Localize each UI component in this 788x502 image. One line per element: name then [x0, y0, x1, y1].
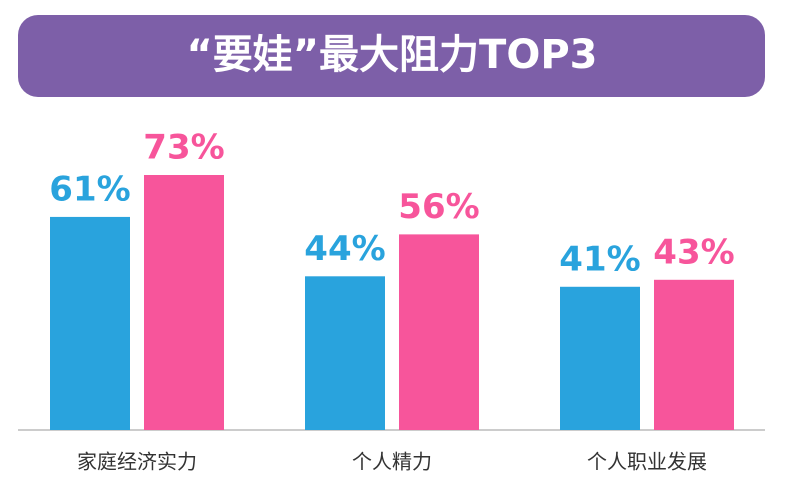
- x-tick-label: 个人职业发展: [587, 450, 707, 474]
- value-label: 61%: [49, 169, 130, 209]
- chart-title: “要娃”最大阻力TOP3: [186, 32, 597, 78]
- bar: [560, 286, 640, 430]
- bar: [305, 276, 385, 430]
- value-label: 56%: [398, 187, 479, 227]
- value-label: 41%: [559, 239, 640, 279]
- value-label: 73%: [143, 128, 224, 168]
- bar: [399, 234, 479, 430]
- x-tick-label: 个人精力: [352, 450, 432, 474]
- bar: [144, 175, 224, 430]
- bar: [654, 279, 734, 430]
- value-label: 43%: [653, 232, 734, 272]
- x-tick-label: 家庭经济实力: [77, 450, 197, 474]
- bar: [50, 216, 130, 430]
- title-banner: [18, 15, 765, 97]
- value-label: 44%: [304, 229, 385, 269]
